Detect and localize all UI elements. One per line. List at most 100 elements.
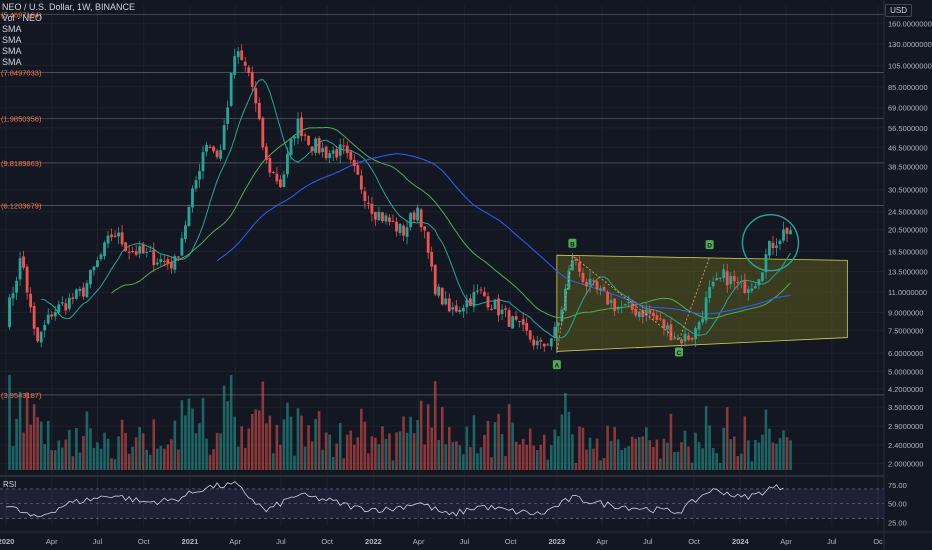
time-tick-label: Oct <box>688 537 701 546</box>
volume-bar <box>694 432 697 470</box>
candle-body <box>423 226 427 231</box>
time-axis[interactable]: 2020 Apr Jul Oct 2021 Apr Jul Oct 2022 Apr Jul Oct 2… <box>0 531 932 546</box>
volume-bar <box>645 427 648 470</box>
candle-body <box>697 322 701 330</box>
indicator-sma-1[interactable]: SMA <box>2 24 22 34</box>
volume-bar <box>602 458 606 470</box>
candle-body <box>690 337 694 340</box>
volume-bar <box>247 428 251 470</box>
price-axis[interactable]: 160.0000000 130.0000000 105.0000000 85.0000… <box>883 0 932 550</box>
volume-bar <box>39 421 43 470</box>
volume-bar <box>314 418 317 470</box>
candle-body <box>634 308 638 316</box>
volume-bar <box>747 440 750 470</box>
price-tick-label: 7.5000000 <box>888 327 923 336</box>
volume-bar <box>708 425 711 470</box>
volume-bar <box>479 447 483 470</box>
volume-bar <box>483 434 486 470</box>
wave-label-text: B <box>570 241 575 248</box>
candle-body <box>212 146 215 152</box>
candle-body <box>602 287 606 291</box>
candlesticks[interactable] <box>8 44 792 352</box>
candle-body <box>486 296 490 308</box>
wave-label-box <box>705 240 714 250</box>
time-tick-label: 2021 <box>182 537 199 546</box>
rsi-pane[interactable]: RSI <box>0 480 884 519</box>
indicator-sma-4[interactable]: SMA <box>2 57 22 67</box>
candle-body <box>141 244 145 254</box>
volume-bar <box>433 381 437 470</box>
volume-bar <box>528 428 532 470</box>
volume-bar <box>426 404 430 470</box>
volume-bar <box>395 432 398 470</box>
candle-body <box>296 118 300 139</box>
indicator-sma-3[interactable]: SMA <box>2 46 22 56</box>
indicator-volume[interactable]: Vol · NEO <box>2 13 43 23</box>
candle-body <box>722 269 726 279</box>
candle-body <box>725 271 729 286</box>
rsi-tick-label: 50.00 <box>888 500 907 509</box>
candle-body <box>67 297 71 309</box>
fib-level-label: (3.9543187) <box>1 391 42 400</box>
volume-bar <box>476 453 479 470</box>
volume-bar <box>550 445 553 470</box>
volume-bar <box>36 417 39 470</box>
candle-body <box>29 293 33 308</box>
volume-bar <box>634 438 638 470</box>
volume-bar <box>310 441 314 470</box>
rsi-line <box>5 481 784 518</box>
volume-bar <box>630 436 634 470</box>
candle-body <box>419 209 423 228</box>
candle-body <box>250 71 254 87</box>
time-tick-label: Apr <box>780 537 792 546</box>
candle-body <box>184 225 187 240</box>
price-tick-label: 2.0000000 <box>888 459 923 468</box>
volume-bar <box>785 437 789 470</box>
volume-bar <box>11 445 15 470</box>
candle-body <box>585 281 588 287</box>
symbol-title[interactable]: NEO / U.S. Dollar, 1W, BINANCE <box>2 2 136 12</box>
candle-body <box>198 171 201 180</box>
volume-bar <box>296 408 300 470</box>
price-tick-label: 20.5000000 <box>888 226 928 235</box>
candle-body <box>701 318 704 323</box>
volume-bar <box>335 443 339 470</box>
rsi-band <box>0 488 884 519</box>
volume-bar <box>620 450 623 470</box>
volume-bar <box>462 454 465 470</box>
volume-bar <box>764 409 768 470</box>
volume-bar <box>187 398 191 470</box>
candle-body <box>106 235 110 244</box>
volume-bar <box>465 426 469 470</box>
candle-body <box>658 318 662 320</box>
volume-bar <box>191 408 194 470</box>
candle-body <box>359 175 363 190</box>
volume-bar <box>732 436 736 470</box>
candle-body <box>338 144 342 156</box>
volume-bar <box>194 433 198 470</box>
candle-body <box>215 150 219 158</box>
candle-body <box>761 272 764 281</box>
time-tick-label: Jul <box>93 537 103 546</box>
indicator-sma-2[interactable]: SMA <box>2 35 22 45</box>
volume-bar <box>423 444 426 470</box>
candle-body <box>15 280 18 293</box>
candle-body <box>374 212 377 220</box>
volume-bar <box>265 423 268 470</box>
volume-bar <box>539 444 543 470</box>
candle-body <box>433 264 437 295</box>
volume-bar <box>451 442 455 470</box>
price-tick-label: 30.5000000 <box>888 186 928 195</box>
volume-bar <box>374 437 377 470</box>
candle-body <box>648 310 652 314</box>
candle-body <box>623 304 627 306</box>
candle-body <box>680 339 683 344</box>
time-tick-label: Apr <box>596 537 608 546</box>
volume-bar <box>124 432 127 470</box>
candle-body <box>437 286 441 296</box>
currency-button[interactable]: USD <box>885 4 912 17</box>
volume-bar <box>662 438 666 470</box>
wave-annotations: A B C D <box>552 214 800 370</box>
candle-body <box>356 165 360 175</box>
